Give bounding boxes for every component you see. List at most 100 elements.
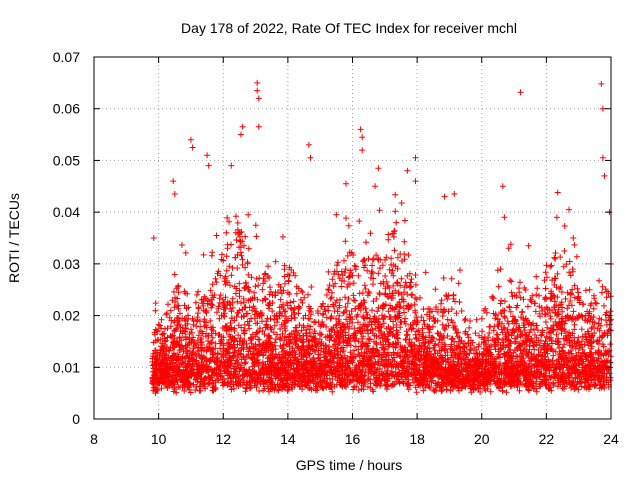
data-point [179, 354, 186, 360]
data-point [444, 296, 451, 303]
data-point [190, 334, 197, 341]
data-point [295, 303, 302, 310]
data-point [341, 309, 348, 315]
data-point [193, 291, 200, 298]
data-point [439, 354, 446, 361]
data-point [241, 304, 248, 311]
data-point [330, 303, 337, 310]
data-point [344, 252, 351, 259]
data-point [370, 281, 376, 288]
data-point [342, 266, 349, 273]
data-point [434, 308, 441, 315]
data-point [325, 268, 332, 275]
data-point [235, 371, 241, 378]
data-point [538, 337, 544, 344]
data-point [516, 324, 523, 331]
data-point [543, 262, 550, 269]
data-point [255, 282, 262, 289]
data-point [465, 334, 472, 341]
data-point [245, 297, 252, 304]
data-point [413, 389, 420, 396]
data-point [578, 383, 585, 390]
data-point [325, 286, 332, 293]
data-point [385, 231, 392, 238]
data-point [476, 341, 482, 348]
data-points [149, 79, 614, 397]
data-point [362, 286, 369, 292]
data-point [421, 321, 428, 328]
data-point [212, 275, 219, 282]
data-point [439, 321, 446, 328]
data-point [576, 299, 583, 306]
data-point [170, 359, 177, 366]
data-point [224, 214, 231, 221]
data-point [545, 385, 552, 392]
data-point [279, 233, 286, 240]
data-point [440, 275, 447, 281]
data-point [237, 249, 244, 256]
data-point [195, 305, 202, 312]
data-point [571, 360, 578, 367]
data-point [253, 384, 260, 391]
data-point [541, 277, 548, 284]
data-point [529, 292, 536, 299]
data-point [552, 255, 559, 262]
data-point [494, 267, 501, 274]
data-point [496, 385, 503, 392]
data-point [390, 272, 397, 279]
data-point [238, 300, 244, 307]
data-point [265, 263, 271, 270]
data-point [252, 333, 259, 340]
data-point [571, 282, 578, 289]
data-point [395, 289, 402, 296]
data-point [374, 255, 381, 262]
data-point [246, 318, 253, 325]
data-point [533, 291, 540, 298]
data-point [159, 331, 166, 338]
data-point [335, 339, 342, 346]
data-point [429, 334, 436, 341]
data-point [217, 292, 224, 299]
data-point [522, 346, 529, 352]
data-point [567, 290, 574, 297]
data-point [281, 337, 288, 344]
data-point [236, 280, 243, 287]
data-point [403, 282, 410, 289]
data-point [264, 383, 271, 390]
data-point [347, 349, 354, 356]
data-point [603, 288, 610, 295]
data-point [343, 215, 349, 222]
data-point [422, 269, 429, 276]
data-point [181, 387, 188, 394]
data-point [517, 279, 523, 286]
data-point [532, 332, 538, 338]
data-point [156, 322, 163, 329]
data-point [373, 340, 380, 346]
data-point [449, 358, 456, 365]
data-point [551, 281, 558, 288]
data-point [596, 277, 603, 284]
data-point [249, 307, 256, 314]
data-point [192, 387, 199, 393]
data-point [175, 289, 182, 296]
data-point [536, 383, 543, 390]
data-point [561, 248, 568, 254]
data-point [448, 275, 455, 282]
data-point [568, 350, 575, 357]
data-point [223, 229, 230, 236]
data-point [554, 270, 561, 277]
data-point [284, 302, 291, 309]
data-point [498, 297, 505, 304]
data-point [397, 324, 404, 331]
data-point [338, 283, 345, 290]
data-point [180, 366, 187, 373]
data-point [356, 352, 363, 359]
data-point [584, 317, 591, 324]
data-point [248, 274, 255, 281]
data-point [250, 303, 257, 310]
data-point [385, 236, 392, 243]
data-point [183, 336, 190, 343]
data-point [341, 278, 348, 285]
data-point [377, 328, 384, 335]
data-point [328, 289, 335, 296]
